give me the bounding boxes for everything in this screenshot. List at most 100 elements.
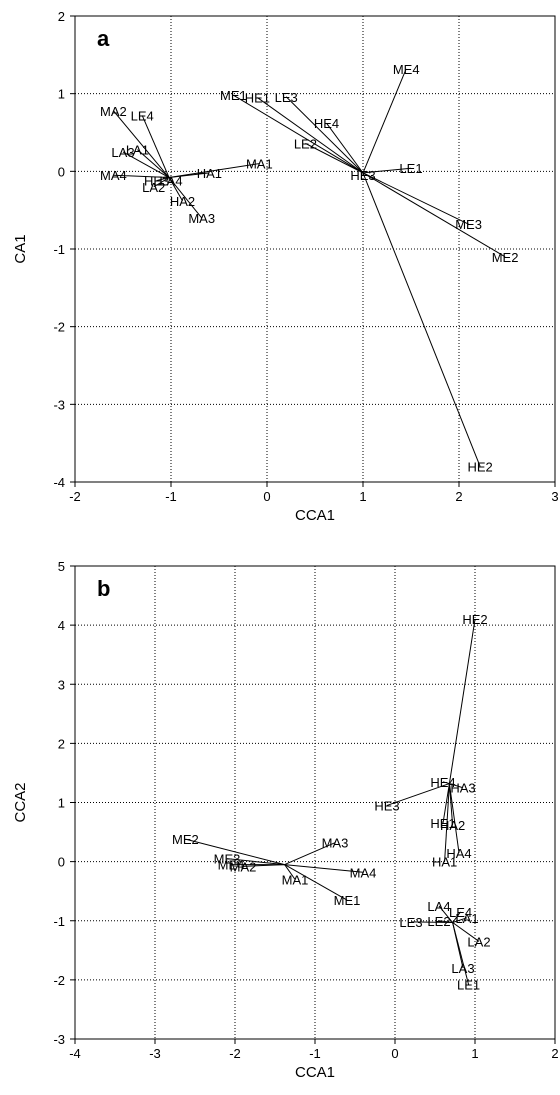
point-label: HA2 [440, 818, 465, 833]
spider-line [305, 142, 364, 174]
point-label: LE3 [275, 90, 298, 105]
spider-line [452, 922, 480, 942]
spider-line [438, 905, 453, 923]
x-tick-label: -4 [69, 1046, 81, 1061]
x-tick-label: 2 [455, 489, 462, 504]
point-label: MA1 [282, 872, 309, 887]
y-tick-label: 2 [58, 9, 65, 24]
spider-line [185, 838, 285, 866]
point-label: HE4 [430, 775, 455, 790]
panel-letter: a [97, 26, 110, 51]
x-tick-label: 1 [359, 489, 366, 504]
x-tick-label: 1 [471, 1046, 478, 1061]
point-label: HE1 [245, 91, 270, 106]
point-label: HE3 [350, 168, 375, 183]
spider-line [168, 177, 203, 219]
point-label: HE3 [374, 798, 399, 813]
point-label: LA1 [455, 911, 478, 926]
y-tick-label: 1 [58, 87, 65, 102]
point-label: LA3 [451, 961, 474, 976]
y-axis-title: CA1 [12, 234, 29, 263]
spider-line [362, 172, 481, 467]
x-tick-label: -1 [165, 489, 177, 504]
point-label: LA2 [467, 934, 490, 949]
x-tick-label: -2 [229, 1046, 241, 1061]
spider-line [226, 858, 285, 866]
y-tick-label: 0 [58, 164, 65, 179]
spider-line [386, 783, 450, 806]
y-tick-label: 4 [58, 618, 65, 633]
point-label: HA3 [450, 781, 475, 796]
point-label: ME2 [492, 250, 519, 265]
spider-line [122, 151, 170, 178]
point-label: MA1 [246, 157, 273, 172]
y-tick-label: 0 [58, 855, 65, 870]
y-tick-label: 2 [58, 736, 65, 751]
spider-line [410, 921, 453, 924]
point-label: HA1 [197, 166, 222, 181]
y-tick-label: 3 [58, 677, 65, 692]
spider-line [442, 783, 450, 824]
point-label: LE3 [399, 915, 422, 930]
spider-line [169, 163, 260, 179]
point-label: LE4 [131, 108, 154, 123]
point-label: ME1 [334, 893, 361, 908]
x-tick-label: 0 [263, 489, 270, 504]
point-label: LE1 [457, 978, 480, 993]
point-label: MA4 [100, 168, 127, 183]
x-tick-label: -2 [69, 489, 81, 504]
point-label: LE4 [449, 905, 472, 920]
spider-line [444, 783, 450, 862]
spider-line [156, 177, 170, 182]
x-tick-label: 0 [391, 1046, 398, 1061]
spider-line [362, 167, 412, 174]
point-label: HE3 [144, 174, 169, 189]
y-axis-title: CCA2 [12, 782, 29, 822]
spider-line [438, 920, 453, 924]
spider-line [284, 842, 336, 866]
point-label: LA4 [427, 899, 450, 914]
point-label: HE2 [462, 612, 487, 627]
x-tick-label: -3 [149, 1046, 161, 1061]
spider-line [448, 783, 460, 853]
point-label: HE2 [467, 459, 492, 474]
point-label: LE1 [399, 161, 422, 176]
spider-line [168, 177, 183, 202]
spider-line [113, 174, 170, 179]
y-tick-label: -2 [53, 320, 65, 335]
point-label: ME3 [455, 217, 482, 232]
y-tick-label: -1 [53, 242, 65, 257]
x-tick-label: 3 [551, 489, 558, 504]
point-label: ME2 [172, 832, 199, 847]
point-label: LE2 [427, 914, 450, 929]
spider-line [257, 97, 364, 174]
y-tick-label: -2 [53, 973, 65, 988]
y-tick-label: -4 [53, 475, 65, 490]
spider-line [449, 783, 464, 789]
point-label: LA2 [142, 180, 165, 195]
x-axis-title: CCA1 [295, 1064, 335, 1081]
x-axis-title: CCA1 [295, 507, 335, 524]
point-label: MA4 [350, 865, 377, 880]
spider-line [242, 864, 285, 867]
point-label: ME3 [214, 852, 241, 867]
point-label: ME4 [218, 858, 245, 873]
spider-line [284, 864, 348, 901]
spider-line [452, 922, 470, 985]
spider-line [326, 122, 364, 174]
spider-line [284, 864, 364, 873]
y-tick-label: -3 [53, 1032, 65, 1047]
spider-line [137, 149, 170, 178]
spider-line [452, 917, 468, 923]
point-label: HA2 [170, 194, 195, 209]
y-tick-label: 1 [58, 796, 65, 811]
point-label: ME4 [393, 62, 420, 77]
point-label: HE1 [430, 816, 455, 831]
spider-line [284, 864, 296, 880]
point-label: LA1 [126, 143, 149, 158]
point-label: LE2 [294, 136, 317, 151]
spider-line [362, 68, 407, 174]
spider-line [452, 911, 461, 923]
point-label: HA4 [446, 846, 471, 861]
